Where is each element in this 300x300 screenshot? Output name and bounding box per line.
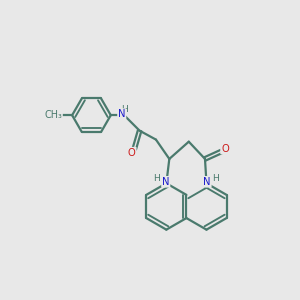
Text: N: N (118, 109, 125, 119)
Text: H: H (121, 105, 128, 114)
Text: CH₃: CH₃ (44, 110, 62, 120)
Text: N: N (162, 177, 169, 187)
Text: H: H (153, 174, 160, 183)
Text: N: N (203, 177, 211, 187)
Text: O: O (128, 148, 136, 158)
Text: O: O (221, 143, 229, 154)
Text: H: H (212, 174, 219, 183)
